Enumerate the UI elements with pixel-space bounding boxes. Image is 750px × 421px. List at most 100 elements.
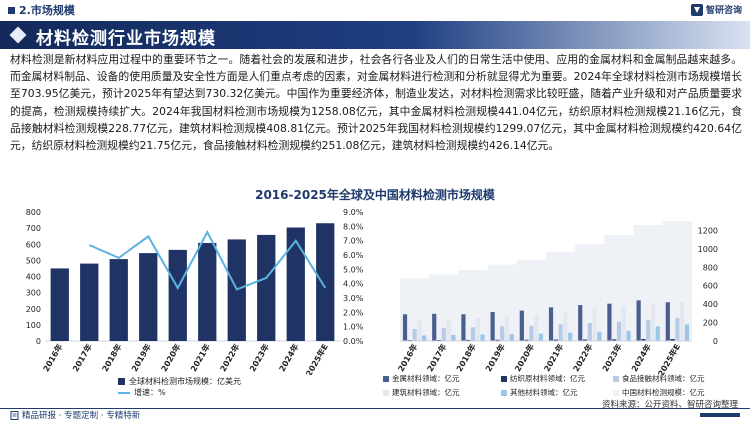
bar-segment [553,339,558,341]
y-tick-label: 600 [703,282,718,291]
legend-bar-swatch [118,378,125,385]
x-tick-label: 2022年 [571,342,595,373]
bar-segment [534,314,539,341]
page-title: 材料检测行业市场规模 [36,29,216,49]
bar-segment [490,311,495,341]
legend-swatch [613,389,619,396]
x-tick-label: 2020年 [512,342,536,373]
x-tick-label: 2025年E [303,342,330,375]
legend-label: 纺织原材料领域：亿元 [510,374,585,383]
legend-label: 其他材料领域：亿元 [510,388,578,397]
x-tick-label: 2016年 [396,342,420,373]
y-tick-label-left: 300 [26,289,41,298]
y-tick-label-left: 600 [26,240,41,249]
bar-global-size [109,259,128,341]
footer-text: 精品研报 · 专题定制 · 专精特新 [22,411,141,421]
source-note: 资料来源：公开资料、智研咨询整理 [601,400,738,410]
legend-swatch [383,375,389,382]
bar-segment [607,303,612,341]
bar-segment [612,339,617,341]
y-tick-label-left: 500 [26,256,41,265]
bar-segment [412,329,417,341]
y-tick-label-right: 5.0% [343,265,364,274]
bar-segment [616,321,622,341]
x-tick-label: 2025年E [656,342,683,375]
bar-global-size [80,263,99,341]
bar-segment [402,314,408,341]
bar-segment [592,308,597,341]
global-market-chart: 0 100 200 300 400 500 600 700 800 0.0% 1.0% 2.0% 3.0… [26,208,364,375]
bar-global-size [50,268,69,341]
bar-global-size [286,227,305,341]
bar-segment [480,334,485,341]
x-tick-label: 2016年 [41,342,65,373]
y-tick-label-right: 9.0% [343,208,364,217]
y-tick-label: 0 [713,337,718,346]
y-tick-label: 1000 [698,245,718,254]
y-tick-label-right: 7.0% [343,237,364,246]
section-square-icon [8,6,15,14]
title-banner: 材料检测行业市场规模 [0,21,750,49]
bar-segment [684,324,690,341]
y-tick-label: 200 [703,319,718,328]
x-tick-label: 2018年 [100,342,124,373]
footer-tagline: 精品研报 · 专题定制 · 专精特新 [10,409,140,421]
bar-global-size [316,223,335,341]
bar-segment [519,310,524,341]
y-tick-label-right: 1.0% [343,323,364,332]
bar-segment [597,331,602,341]
y-tick-label-right: 0.0% [343,337,364,346]
y-tick-label: 1200 [698,226,718,235]
y-tick-label-right: 3.0% [343,294,364,303]
footer-divider [0,408,750,409]
x-tick-label: 2018年 [454,342,478,373]
legend-label: 增速：% [134,388,166,397]
growth-rate-line [88,229,327,291]
x-tick-label: 2023年 [247,342,271,373]
y-tick-label-left: 400 [26,273,41,282]
bar-segment [548,307,554,341]
report-icon [10,410,19,420]
global-chart-legend: 全球材料检测市场规模：亿美元 增速：% [118,376,241,398]
legend-swatch [383,389,389,396]
bar-segment [582,339,588,341]
bar-segment [636,300,641,341]
bar-segment [470,327,476,341]
bar-segment [538,333,544,341]
bar-segment [504,316,510,341]
brand-mark-icon [690,3,703,16]
x-tick-label: 2024年 [277,342,301,373]
y-tick-label-right: 8.0% [343,222,364,231]
bar-segment [529,325,534,341]
legend-label: 建筑材料领域：亿元 [392,388,460,397]
bar-segment [578,305,583,341]
legend-item-total: 中国材料检测规模：亿元 [613,387,728,398]
legend-label: 食品接触材料领域：亿元 [622,374,705,383]
china-chart-legend: 金属材料领域：亿元 纺织原材料领域：亿元 食品接触材料领域：亿元 建筑材料领域：… [383,373,728,398]
legend-item-other: 其他材料领域：亿元 [501,387,613,398]
bar-segment [451,335,456,341]
top-bar: 2.市场规模 智研咨询 [0,0,750,20]
x-tick-label: 2020年 [159,342,183,373]
bar-segment [509,334,514,341]
bar-segment [626,330,631,341]
bar-segment [680,301,685,341]
bar-segment [641,339,646,341]
y-tick-label-left: 200 [26,305,41,314]
bar-segment [646,319,651,341]
legend-label: 金属材料领域：亿元 [392,374,460,383]
bar-segment [587,323,592,341]
bar-segment [441,328,446,341]
bar-global-size [168,249,187,341]
bar-segment [432,313,437,341]
legend-line-swatch [118,391,130,394]
bar-segment [675,317,680,341]
y-tick-label-left: 0 [36,337,41,346]
bar-segment [655,326,660,341]
title-diamond-icon [9,26,27,44]
x-tick-label: 2023年 [600,342,624,373]
legend-item-textile: 纺织原材料领域：亿元 [501,373,613,384]
legend-item-global-size: 全球材料检测市场规模：亿美元 [118,376,241,387]
x-tick-label: 2019年 [129,342,153,373]
legend-label: 中国材料检测规模：亿元 [622,388,705,397]
